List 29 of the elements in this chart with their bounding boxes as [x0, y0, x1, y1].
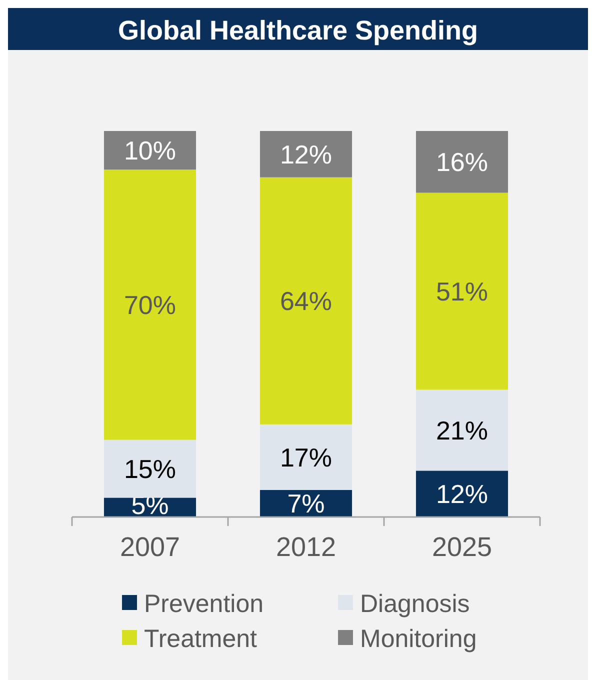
data-label: 7% — [287, 488, 325, 519]
data-label: 15% — [124, 454, 176, 484]
bar — [416, 390, 508, 471]
bar — [416, 131, 508, 193]
bar — [260, 177, 352, 424]
data-label: 70% — [124, 290, 176, 320]
data-label: 16% — [436, 146, 488, 177]
legend-label: Diagnosis — [360, 590, 470, 618]
data-label: 21% — [436, 415, 488, 446]
legend-label: Treatment — [144, 624, 258, 653]
data-label: 64% — [280, 286, 332, 316]
data-label: 12% — [280, 139, 332, 170]
bar — [104, 440, 196, 498]
bar — [260, 424, 352, 490]
x-tick-label: 2012 — [276, 532, 336, 562]
x-tick-label: 2007 — [120, 532, 180, 562]
bar — [260, 131, 352, 178]
bar — [416, 192, 508, 390]
bar — [416, 470, 508, 517]
chart-title: Global Healthcare Spending — [118, 15, 478, 46]
legend-label: Monitoring — [360, 624, 477, 653]
data-label: 51% — [436, 276, 488, 306]
x-tick-label: 2025 — [432, 532, 492, 562]
data-label: 10% — [124, 135, 176, 166]
data-label: 17% — [280, 442, 332, 472]
legend-label: Prevention — [144, 590, 264, 618]
bar — [104, 131, 196, 170]
data-label: 12% — [436, 478, 488, 509]
bar — [104, 170, 196, 440]
